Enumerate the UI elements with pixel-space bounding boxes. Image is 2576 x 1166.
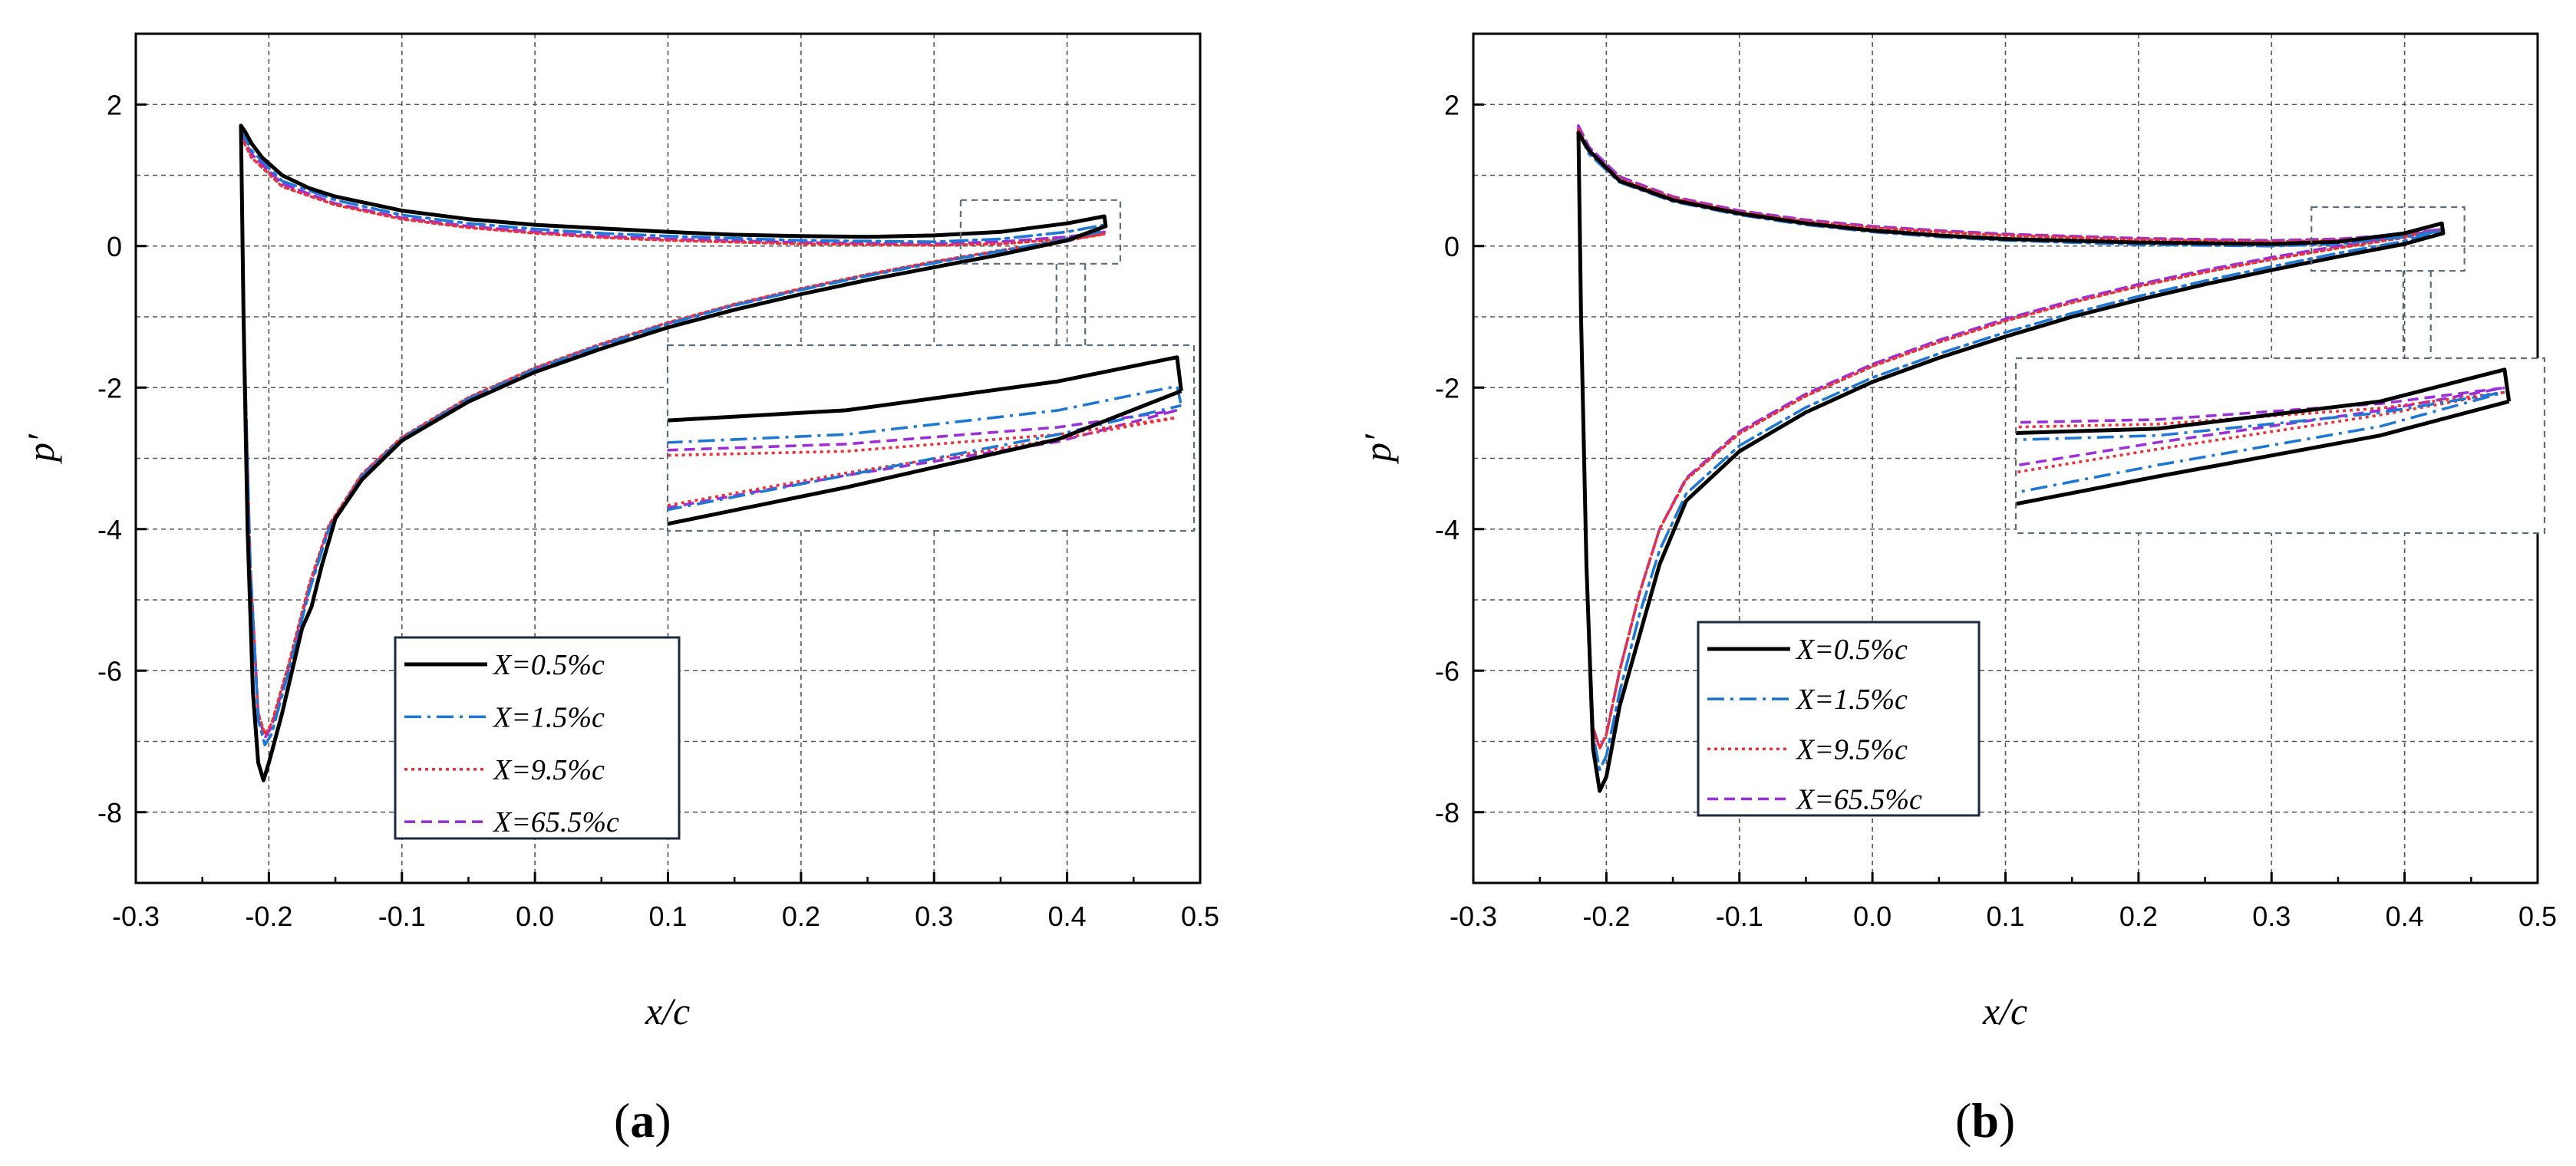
x-axis-title: x/c [1982,990,2027,1033]
x-tick-label: -0.3 [112,901,160,932]
y-tick-label: -6 [97,655,122,687]
legend: X=0.5%c X=1.5%c X=9.5%c X=65.5%c [1697,621,1981,817]
y-tick-label: 2 [1444,89,1460,120]
legend-label-2: X=1.5%c [1795,683,1908,716]
series-line-1-upper [239,124,1108,239]
y-tick-label: 0 [107,231,122,262]
series-line-3-lower [1577,127,2443,750]
zoom-connector [2402,271,2432,358]
legend-label-3: X=9.5%c [1795,733,1908,766]
series-line-2-lower [1577,131,2443,772]
x-tick-label: 0.1 [648,901,687,932]
series-line-3-upper [1577,127,2443,243]
x-tick-label: 0.2 [2119,901,2158,932]
zoom-region-box [959,199,1122,265]
inset-series-line-2-lower [2016,390,2505,495]
series-line-1-lower [239,124,1108,782]
series-line-3-upper [239,135,1106,247]
y-tick-label: 2 [107,89,122,120]
x-tick-label: 0.1 [1986,901,2024,932]
series-line-2-upper [1577,131,2443,248]
series-line-2-lower [239,127,1107,746]
zoom-connector [1055,263,1087,345]
inset-frame [666,344,1196,532]
inset-frame [2014,357,2546,535]
zoom-region-box [2310,206,2466,272]
x-tick-label: 0.3 [2252,901,2291,932]
y-tick-label: -6 [1435,655,1460,687]
legend-label-4: X=65.5%c [492,806,619,838]
zoom-inset [666,344,1196,532]
x-tick-label: -0.3 [1450,901,1497,932]
x-tick-label: 0.3 [915,901,953,932]
y-tick-label: -2 [97,372,122,403]
inset-series-line-2-lower [668,403,1182,512]
x-tick-label: 0.4 [1048,901,1087,932]
inset-series-line-4-upper [668,409,1178,452]
y-tick-label: -4 [1435,514,1460,545]
legend-label-1: X=0.5%c [1795,634,1908,666]
x-tick-label: 0.5 [1181,901,1219,932]
legend-label-1: X=0.5%c [492,649,605,681]
x-tick-label: -0.2 [1582,901,1630,932]
x-tick-label: -0.1 [1716,901,1763,932]
x-tick-label: 0.0 [516,901,554,932]
panel-label: (a) [614,1093,671,1148]
axis-ticks: -0.3 -0.2 -0.1 0.0 0.1 0.2 0.3 0.4 0.5 2 0 -2 -4 -6 -8 [1435,89,2557,932]
series-line-4-upper [239,131,1106,245]
inset-series-line-4-lower [2016,386,2505,467]
legend-box [394,636,681,840]
legend-label-2: X=1.5%c [492,701,605,733]
series-lines [1576,124,2446,793]
inset-series-line-1-lower [668,389,1182,526]
legend: X=0.5%c X=1.5%c X=9.5%c X=65.5%c [394,636,681,840]
series-line-4-upper [1577,124,2443,242]
y-tick-label: 0 [1444,231,1460,262]
inset-series-line-1-upper [668,355,1183,423]
legend-label-3: X=9.5%c [492,754,605,786]
inset-series-line-3-lower [668,416,1178,507]
series-line-2-upper [239,127,1107,243]
x-tick-label: 0.2 [782,901,820,932]
series-line-1-lower [1576,130,2446,793]
inset-series-line-3-upper [668,416,1178,457]
inset-series-line-1-upper [2016,367,2512,435]
x-tick-label: 0.0 [1853,901,1892,932]
y-tick-label: -8 [97,797,122,828]
axis-ticks: -0.3 -0.2 -0.1 0.0 0.1 0.2 0.3 0.4 0.5 2 0 -2 -4 -6 -8 [97,89,1219,932]
legend-box [1697,621,1981,817]
y-axis-title: p′ [19,433,62,464]
inset-series-line-4-upper [2016,386,2505,424]
x-tick-label: -0.2 [245,901,292,932]
panel-label: (b) [1955,1093,2015,1148]
y-axis-title: p′ [1356,433,1399,464]
inset-series-line-1-lower [2016,399,2510,506]
x-tick-label: -0.1 [378,901,426,932]
inset-series-line-2-upper [2016,390,2505,442]
chart-panel-a: -0.3 -0.2 -0.1 0.0 0.1 0.2 0.3 0.4 0.5 2 0 -2 -4 -6 -8… [19,32,1219,1148]
x-axis-title: x/c [645,990,690,1033]
series-lines [239,124,1108,782]
legend-label-4: X=65.5%c [1795,783,1922,815]
series-line-1-upper [1576,130,2446,246]
chart-panel-b: -0.3 -0.2 -0.1 0.0 0.1 0.2 0.3 0.4 0.5 2 0 -2 -4 -6 -8… [1356,32,2557,1148]
zoom-inset [2014,357,2546,535]
y-tick-label: -2 [1435,372,1460,403]
x-tick-label: 0.5 [2518,901,2557,932]
x-tick-label: 0.4 [2386,901,2424,932]
y-tick-label: -8 [1435,797,1460,828]
y-tick-label: -4 [97,514,122,545]
